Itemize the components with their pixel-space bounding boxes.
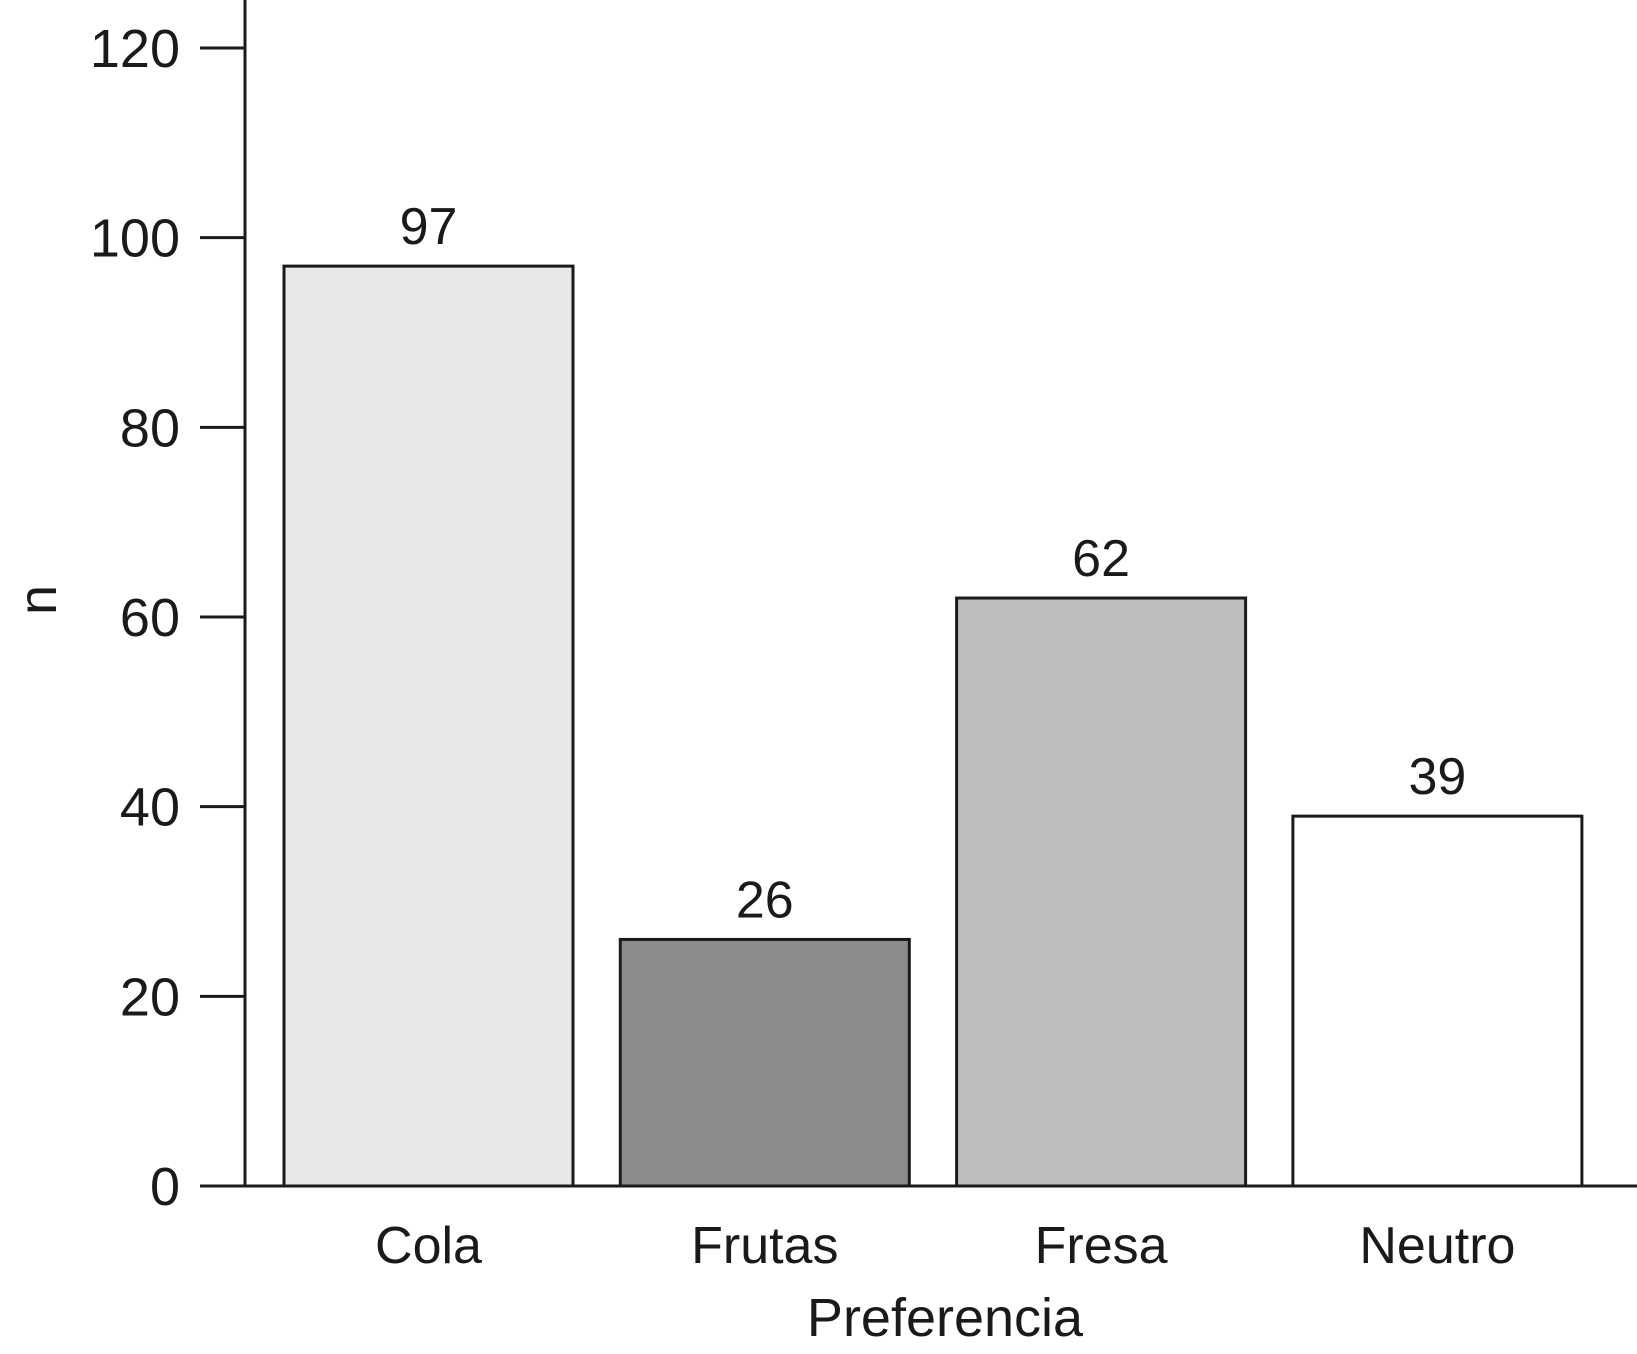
- y-tick-label: 40: [120, 778, 180, 838]
- y-tick-label: 0: [150, 1157, 180, 1217]
- y-tick-label: 120: [90, 19, 180, 79]
- x-tick-labels-group: Cola Frutas Fresa Neutro: [375, 1217, 1515, 1275]
- x-tick-label-cola: Cola: [375, 1217, 482, 1275]
- bar-neutro: [1291, 814, 1584, 1188]
- y-axis-title: n: [8, 585, 68, 615]
- y-tick-label: 100: [90, 209, 180, 269]
- y-tick-label: 80: [120, 398, 180, 458]
- data-label-frutas: 26: [736, 871, 794, 929]
- bar-cola: [282, 264, 575, 1188]
- bar-fresa: [955, 596, 1248, 1188]
- bar-frutas: [618, 937, 911, 1188]
- x-tick-label-neutro: Neutro: [1359, 1217, 1515, 1275]
- data-label-neutro: 39: [1408, 748, 1466, 806]
- x-tick-label-fresa: Fresa: [1035, 1217, 1168, 1275]
- x-tick-label-frutas: Frutas: [691, 1217, 838, 1275]
- data-label-cola: 97: [400, 198, 458, 256]
- x-axis-title: Preferencia: [807, 1288, 1084, 1348]
- data-label-fresa: 62: [1072, 530, 1130, 588]
- bars-group: [282, 264, 1584, 1188]
- value-labels-group: 97 26 62 39: [400, 198, 1467, 929]
- y-ticks-group: 0 20 40 60 80 100 120: [90, 19, 245, 1217]
- y-tick-label: 20: [120, 967, 180, 1027]
- y-tick-label: 60: [120, 588, 180, 648]
